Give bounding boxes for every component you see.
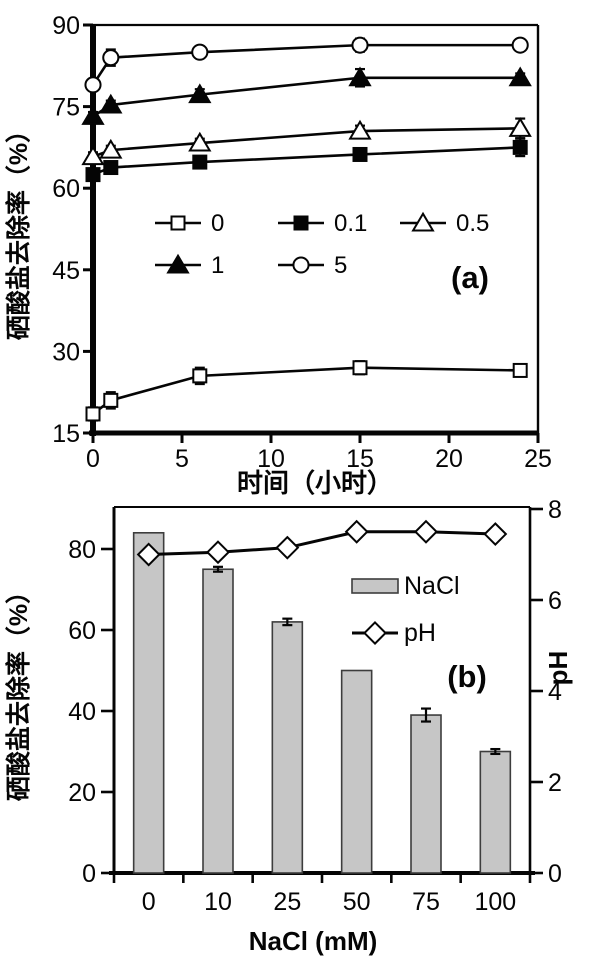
y-tick-label: 15 <box>52 420 80 448</box>
series-marker-1 <box>348 66 372 87</box>
y-axis-title: 硒酸盐去除率（%） <box>4 118 33 340</box>
legend-swatch-nacl <box>351 578 399 594</box>
legend-marker-0.5 <box>411 211 435 232</box>
right-tick-label: 0 <box>548 860 562 888</box>
series-marker-1 <box>99 93 123 114</box>
ph-marker-0 <box>136 542 161 567</box>
series-marker-1 <box>188 83 212 104</box>
series-marker-0 <box>85 406 101 422</box>
series-marker-0.5 <box>81 145 105 166</box>
left-tick-label: 60 <box>68 617 96 645</box>
x-axis-title: 时间（小时） <box>237 468 393 497</box>
bar-100 <box>479 750 512 874</box>
x-tick-label: 20 <box>435 445 463 473</box>
series-line-1 <box>92 76 521 118</box>
series-marker-1 <box>508 66 532 87</box>
right-tick-label: 6 <box>548 587 562 615</box>
x-tick-label: 25 <box>524 445 552 473</box>
series-marker-0.5 <box>508 117 532 137</box>
series-line-0.1 <box>92 146 521 176</box>
x-tick-label: 15 <box>346 445 374 473</box>
ph-marker-10 <box>206 540 230 565</box>
series-marker-0.5 <box>348 119 372 140</box>
bar-25 <box>271 621 304 874</box>
x-category-label: 100 <box>474 888 516 916</box>
series-marker-0.5 <box>99 138 123 159</box>
legend-label-0: 0 <box>211 210 224 237</box>
y-tick-label: 60 <box>52 175 80 203</box>
series-marker-0.1 <box>103 160 119 176</box>
series-marker-5 <box>84 76 102 94</box>
series-marker-0 <box>512 362 528 378</box>
legend-label-1: 1 <box>211 252 224 279</box>
y-tick-label: 90 <box>52 12 80 40</box>
right-tick-label: 4 <box>548 678 562 706</box>
ph-line <box>148 530 496 556</box>
ph-marker-25 <box>275 535 300 560</box>
x-axis-title: NaCl (mM) <box>249 926 378 956</box>
ph-marker-100 <box>483 522 508 546</box>
y-tick-label: 30 <box>52 338 80 366</box>
left-axis-title: 硒酸盐去除率（%） <box>4 579 33 801</box>
bar-50 <box>340 669 373 874</box>
left-tick-label: 80 <box>68 536 96 564</box>
legend-label-nacl: NaCl <box>404 572 460 600</box>
right-axis-title: pH <box>543 651 573 686</box>
legend-label-0.5: 0.5 <box>456 210 489 237</box>
panel-label-a: (a) <box>451 260 489 295</box>
series-marker-0 <box>192 368 208 384</box>
left-tick-label: 40 <box>68 698 96 726</box>
series-marker-0.5 <box>188 131 212 152</box>
x-tick-label: 0 <box>86 445 100 473</box>
legend-label-ph: pH <box>404 619 436 647</box>
series-line-0 <box>92 366 521 415</box>
x-category-label: 0 <box>142 888 156 916</box>
legend-label-0.1: 0.1 <box>334 210 367 237</box>
legend-marker-1 <box>166 253 190 274</box>
x-tick-label: 10 <box>257 445 285 473</box>
right-tick-label: 8 <box>548 497 562 524</box>
series-marker-0.1 <box>512 139 528 155</box>
y-tick-label: 75 <box>52 94 80 122</box>
x-category-label: 25 <box>273 888 301 916</box>
series-line-0.5 <box>92 127 521 158</box>
series-marker-0.1 <box>352 146 368 162</box>
series-marker-0.1 <box>85 167 101 183</box>
ph-marker-75 <box>414 519 438 544</box>
y-tick-label: 45 <box>52 257 80 285</box>
panel-label-b: (b) <box>447 659 487 694</box>
series-marker-5 <box>191 43 209 61</box>
legend-marker-5 <box>292 256 310 274</box>
legend-marker-ph <box>363 621 387 645</box>
legend-label-5: 5 <box>334 252 347 279</box>
left-tick-label: 0 <box>82 860 96 888</box>
x-tick-label: 5 <box>175 445 189 473</box>
series-marker-0 <box>352 360 368 376</box>
series-marker-0.1 <box>192 154 208 170</box>
x-category-label: 50 <box>343 888 371 916</box>
bar-75 <box>410 714 442 874</box>
x-category-label: 75 <box>412 888 440 916</box>
x-category-label: 10 <box>204 888 232 916</box>
series-marker-5 <box>351 36 369 54</box>
legend-marker-0.1 <box>293 215 309 231</box>
ph-marker-50 <box>344 519 369 544</box>
series-marker-5 <box>102 49 120 67</box>
left-tick-label: 20 <box>68 779 96 807</box>
right-tick-label: 2 <box>548 769 562 797</box>
series-marker-1 <box>81 105 105 125</box>
series-marker-0 <box>103 392 119 408</box>
bar-10 <box>202 568 234 874</box>
bar-0 <box>132 531 165 874</box>
legend-marker-0 <box>170 215 186 231</box>
series-marker-5 <box>511 36 529 54</box>
